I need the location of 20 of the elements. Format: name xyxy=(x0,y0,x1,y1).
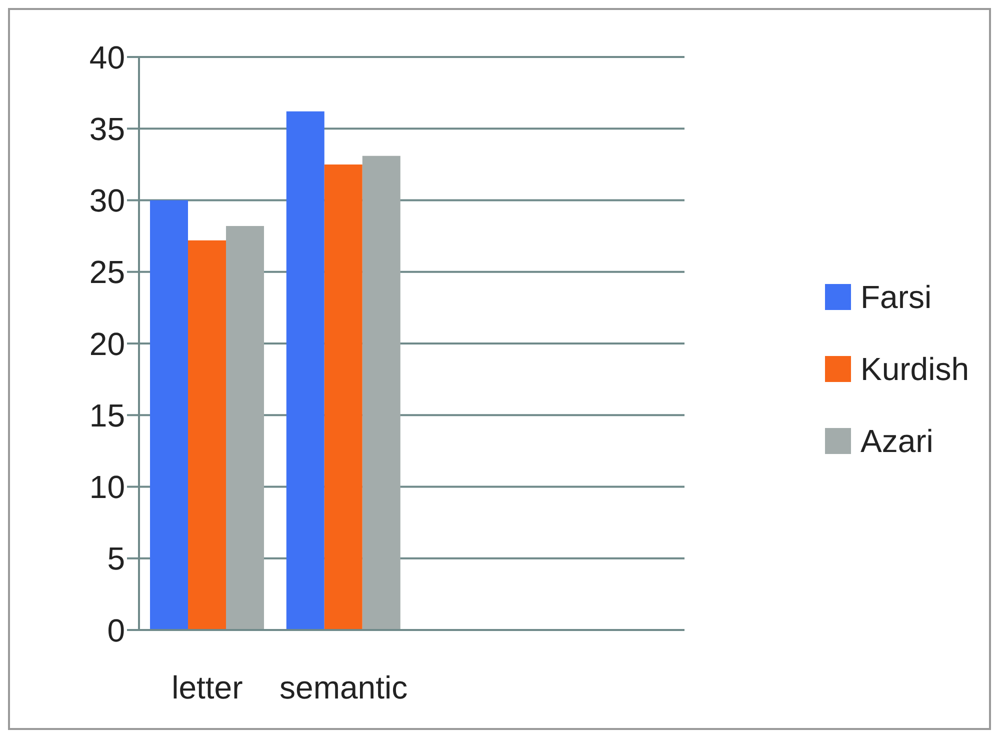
y-tick-label: 15 xyxy=(89,397,125,434)
bar xyxy=(362,156,400,630)
y-tick-label: 25 xyxy=(89,254,125,290)
y-tick-label: 35 xyxy=(89,110,125,147)
bar xyxy=(286,111,324,630)
bar xyxy=(226,226,264,630)
y-tick-label: 40 xyxy=(89,39,125,76)
legend-label: Farsi xyxy=(860,278,932,316)
x-tick-label: semantic xyxy=(280,670,408,706)
y-tick-label: 10 xyxy=(89,469,125,506)
y-tick-label: 0 xyxy=(107,612,125,648)
bar xyxy=(188,240,226,630)
x-tick-label: letter xyxy=(172,670,244,706)
y-tick-label: 5 xyxy=(107,540,125,577)
legend-label: Kurdish xyxy=(860,350,969,388)
y-tick-label: 30 xyxy=(89,182,125,219)
y-tick-label: 20 xyxy=(89,326,125,362)
legend-label: Azari xyxy=(860,422,934,460)
bar xyxy=(150,200,188,630)
bar xyxy=(324,164,362,630)
